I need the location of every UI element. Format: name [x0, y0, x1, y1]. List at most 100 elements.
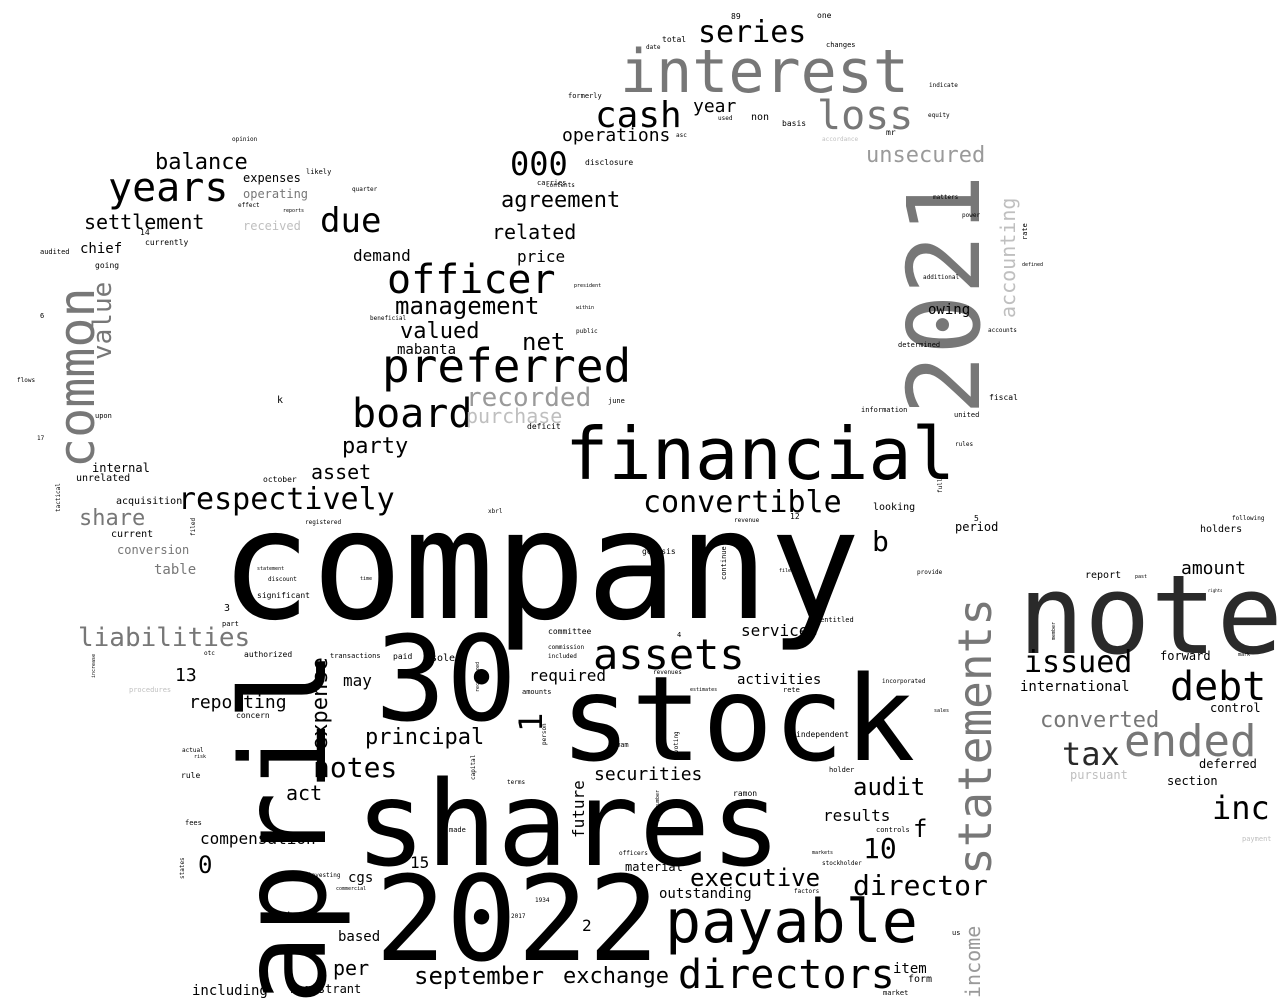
word-asset: asset	[311, 460, 372, 484]
word-table: table	[154, 562, 197, 578]
word-ramon: ramon	[733, 789, 758, 798]
word-stock: stock	[560, 650, 916, 788]
word-management: management	[395, 292, 540, 320]
word-united: united	[954, 411, 980, 419]
word-pursuant: pursuant	[1070, 768, 1128, 782]
word-payable: payable	[665, 887, 918, 957]
word-power: power	[962, 212, 981, 219]
word-ended: ended	[1124, 716, 1257, 767]
word-time: time	[360, 576, 373, 582]
word-price: price	[517, 247, 566, 266]
word-effect: effect	[238, 202, 260, 209]
word-xbrl: xbrl	[488, 508, 503, 515]
word-purchase: purchase	[466, 404, 563, 428]
word-paid: paid	[393, 652, 413, 661]
word-disclosure: disclosure	[585, 158, 634, 167]
word-compensation: compensation	[200, 829, 316, 848]
word-used: used	[718, 115, 733, 122]
word-determined: determined	[898, 341, 941, 349]
word-valued: valued	[400, 319, 480, 344]
word-investing: investing	[308, 872, 341, 879]
word-within: within	[576, 305, 595, 311]
word-k: k	[277, 395, 284, 406]
word-per: per	[333, 956, 370, 980]
word-3: 3	[224, 603, 231, 614]
word-2022: 2022	[375, 850, 660, 988]
word-public: public	[576, 328, 598, 335]
word-9: 9	[548, 844, 552, 850]
word-commercial: commercial	[336, 886, 367, 892]
word-amounts: amounts	[522, 688, 552, 696]
word-issued: issued	[1024, 645, 1133, 680]
word-provide: provide	[917, 569, 943, 576]
word-preferred: preferred	[382, 339, 632, 393]
word-1934: 1934	[535, 897, 550, 904]
word-currently: currently	[145, 238, 189, 247]
word-stockholder: stockholder	[822, 860, 862, 867]
word-owing: owing	[928, 302, 971, 318]
word-accounts: accounts	[988, 327, 1017, 334]
word-debt: debt	[1170, 664, 1267, 710]
word-2: 2	[582, 916, 592, 935]
word-required: required	[529, 666, 607, 685]
word-chief: chief	[80, 241, 123, 257]
word-assets: assets	[593, 630, 745, 679]
word-party: party	[342, 434, 409, 459]
word-results: results	[823, 806, 891, 825]
word-rate: rate	[1021, 223, 1029, 240]
word-director: director	[853, 869, 988, 902]
word-balance: balance	[155, 150, 248, 175]
word-concern: concern	[236, 711, 270, 720]
word-cash: cash	[595, 95, 682, 136]
word-period: period	[955, 520, 999, 534]
word-basis: basis	[782, 119, 807, 128]
word-officers: officers	[619, 850, 648, 857]
word-current: current	[111, 529, 154, 540]
word-directors: directors	[678, 952, 895, 998]
word-us: us	[952, 929, 961, 937]
word-000: 000	[510, 145, 568, 183]
word-equity: equity	[928, 112, 950, 119]
word-filed: filed	[190, 517, 197, 536]
word-information: information	[861, 406, 908, 414]
word-defined: defined	[1022, 262, 1044, 268]
word-2021: 2021	[886, 174, 1003, 415]
word-business: business	[287, 910, 345, 924]
word-convertible: convertible	[643, 485, 842, 520]
word-may: may	[343, 671, 372, 690]
word-13: 13	[175, 665, 197, 686]
word-acquisition: acquisition	[116, 496, 183, 507]
word-net: net	[522, 328, 566, 356]
word-june: june	[608, 397, 625, 405]
word-operating: operating	[243, 187, 309, 201]
word-terms: terms	[507, 779, 526, 786]
word-risk: risk	[194, 754, 207, 760]
word-estimates: estimates	[690, 687, 718, 693]
word-0: 0	[198, 851, 213, 879]
word-holders: holders	[1200, 524, 1243, 535]
word-services: services	[741, 621, 819, 640]
word-tactical: tactical	[55, 483, 62, 512]
word-demand: demand	[353, 246, 411, 265]
word-audited: audited	[40, 248, 70, 256]
word-future: future	[569, 780, 588, 838]
word-discount: discount	[268, 576, 297, 583]
word-part: part	[222, 620, 239, 628]
word-following: following	[1232, 515, 1265, 522]
word-30: 30	[375, 610, 518, 748]
word-looking: looking	[873, 502, 916, 513]
word-full: full	[937, 478, 944, 493]
word-expenses: expenses	[243, 171, 301, 185]
word-liabilities: liabilities	[78, 623, 251, 653]
word-payment: payment	[1242, 835, 1272, 843]
word-non: non	[751, 112, 770, 123]
word-connection: connection	[515, 614, 521, 645]
word-changes: changes	[826, 41, 856, 49]
word-opinion: opinion	[232, 136, 258, 143]
word-authorized: authorized	[244, 650, 293, 659]
word-rules: rules	[955, 441, 974, 448]
word-mark: mark	[1238, 652, 1251, 658]
word-securities: securities	[594, 764, 703, 785]
word-year: year	[693, 96, 737, 117]
word-4: 4	[677, 631, 682, 639]
